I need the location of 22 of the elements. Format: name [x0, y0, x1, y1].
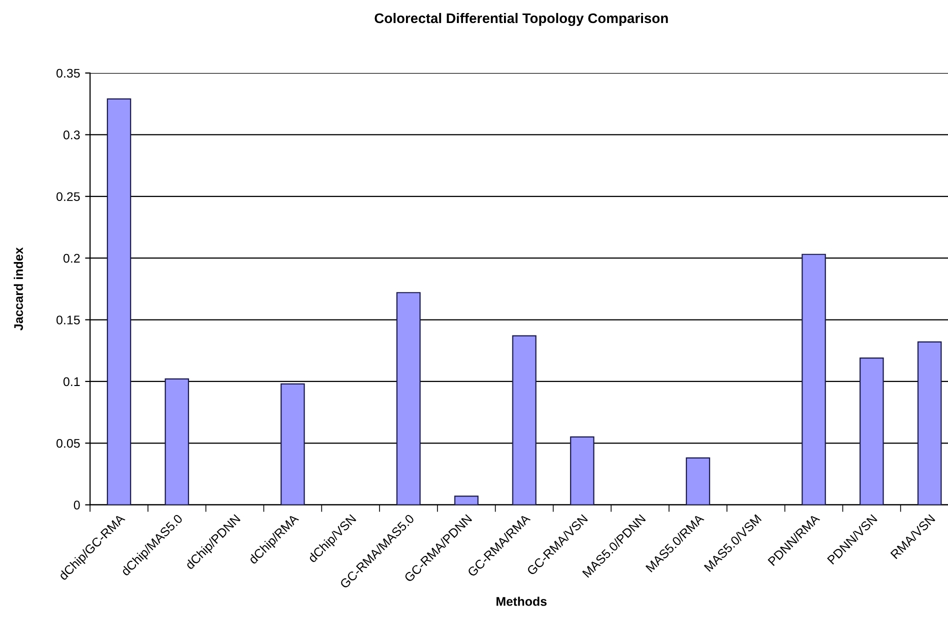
y-tick-label: 0.35 — [56, 68, 80, 78]
bar — [917, 341, 942, 505]
y-tick-label: 0.3 — [63, 130, 80, 140]
bar — [570, 436, 594, 505]
bar — [454, 496, 479, 505]
bar — [164, 378, 190, 505]
y-tick-label: 0.25 — [56, 192, 80, 202]
bar — [106, 98, 132, 505]
chart-title: Colorectal Differential Topology Comparison — [374, 12, 668, 26]
bar — [280, 383, 305, 505]
x-axis-title: Methods — [496, 596, 547, 606]
bar — [512, 335, 536, 505]
y-tick-label: 0.15 — [56, 316, 80, 324]
bar — [860, 357, 884, 505]
bar — [686, 457, 710, 505]
y-tick-label: 0.2 — [63, 254, 80, 263]
y-axis-title: Jaccard index — [14, 247, 23, 330]
y-tick-label: 0.05 — [56, 438, 80, 448]
bar — [396, 292, 421, 505]
y-tick-label: 0 — [74, 500, 80, 510]
y-tick-label: 0.1 — [63, 377, 80, 386]
bar — [802, 254, 826, 505]
